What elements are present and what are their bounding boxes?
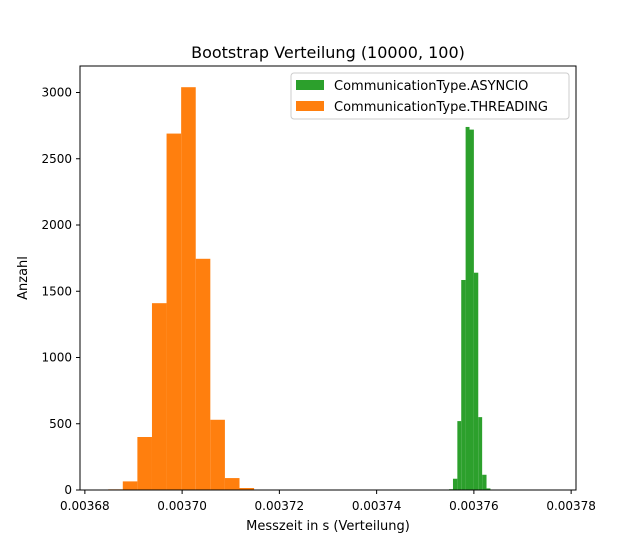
x-tick-label: 0.00374 [352,499,402,513]
histogram-bar [166,133,182,490]
legend-label: CommunicationType.THREADING [334,100,548,115]
histogram-bar [469,129,474,490]
histogram-bar [457,421,462,490]
y-tick-label: 2000 [41,218,72,232]
legend-swatch [296,101,324,111]
y-axis: 0 500 1000 1500 2000 2500 3000 [41,86,80,497]
y-tick-label: 3000 [41,86,72,100]
chart-title: Bootstrap Verteilung (10000, 100) [191,43,465,62]
plot-frame [79,65,577,491]
histogram-bar [181,87,196,490]
histogram-bar [151,303,167,490]
x-axis-label: Messzeit in s (Verteilung) [246,519,410,534]
histogram-bar [482,474,487,490]
legend-label: CommunicationType.ASYNCIO [334,79,528,94]
histogram-bar [473,272,479,490]
y-tick-label: 1500 [41,284,72,298]
histogram-bar [465,126,470,490]
x-tick-label: 0.00368 [60,499,110,513]
histogram-bar [122,481,138,490]
x-tick-label: 0.00370 [157,499,207,513]
y-tick-label: 0 [64,483,72,497]
x-tick-label: 0.00372 [255,499,305,513]
histogram-bar [452,478,458,490]
bars-layer [108,87,495,490]
histogram-bar [210,419,225,490]
histogram-bar [224,478,240,490]
legend-box [290,72,570,120]
histogram-bar [239,488,255,490]
histogram-bar [461,279,466,490]
histogram-bar [486,488,491,490]
histogram-bar [137,437,152,490]
y-axis-label: Anzahl [16,256,31,300]
y-tick-label: 1000 [41,351,72,365]
y-tick-label: 2500 [41,152,72,166]
histogram-bar [195,258,211,490]
legend: CommunicationType.ASYNCIO CommunicationTy… [290,72,570,120]
x-tick-label: 0.00378 [546,499,596,513]
legend-swatch [296,80,324,90]
histogram-bar [478,417,483,490]
x-axis: 0.00368 0.00370 0.00372 0.00374 0.00376 0.003… [60,490,596,513]
x-tick-label: 0.00376 [449,499,499,513]
y-tick-label: 500 [49,417,72,431]
